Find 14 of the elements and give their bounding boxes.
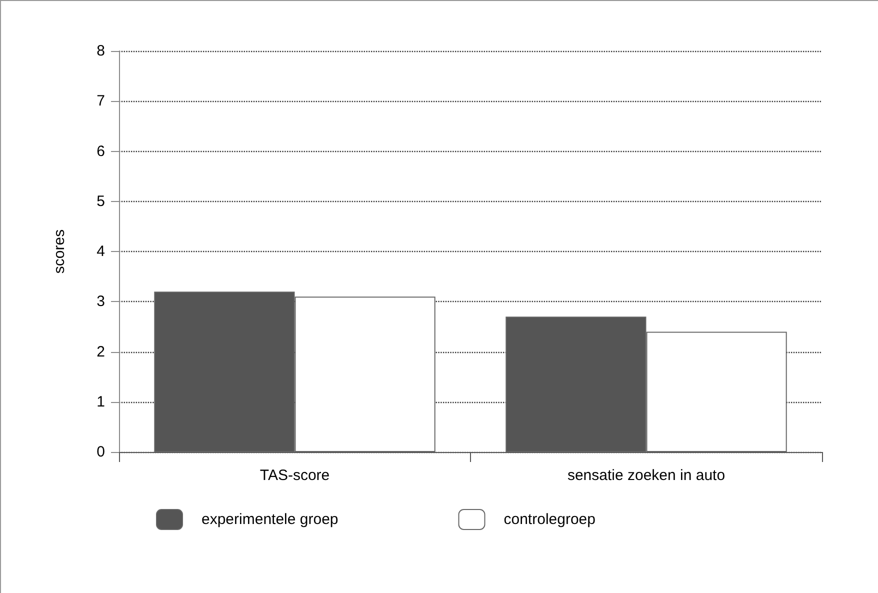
y-tick-label: 4 <box>96 243 105 260</box>
y-tick-label: 2 <box>96 343 105 360</box>
x-tick-label: TAS-score <box>260 467 330 484</box>
y-tick-label: 3 <box>96 293 105 310</box>
legend-label: controlegroep <box>504 511 596 528</box>
legend-label: experimentele groep <box>202 511 338 528</box>
y-tick-label: 5 <box>96 192 105 210</box>
y-tick-label: 7 <box>96 92 105 110</box>
x-tick-label: sensatie zoeken in auto <box>567 467 726 484</box>
y-tick-label: 0 <box>96 444 105 460</box>
y-axis-title: scores <box>51 229 68 274</box>
y-tick-label: 1 <box>96 393 105 410</box>
y-tick-label: 8 <box>96 42 105 60</box>
y-tick-label: 6 <box>96 142 105 160</box>
